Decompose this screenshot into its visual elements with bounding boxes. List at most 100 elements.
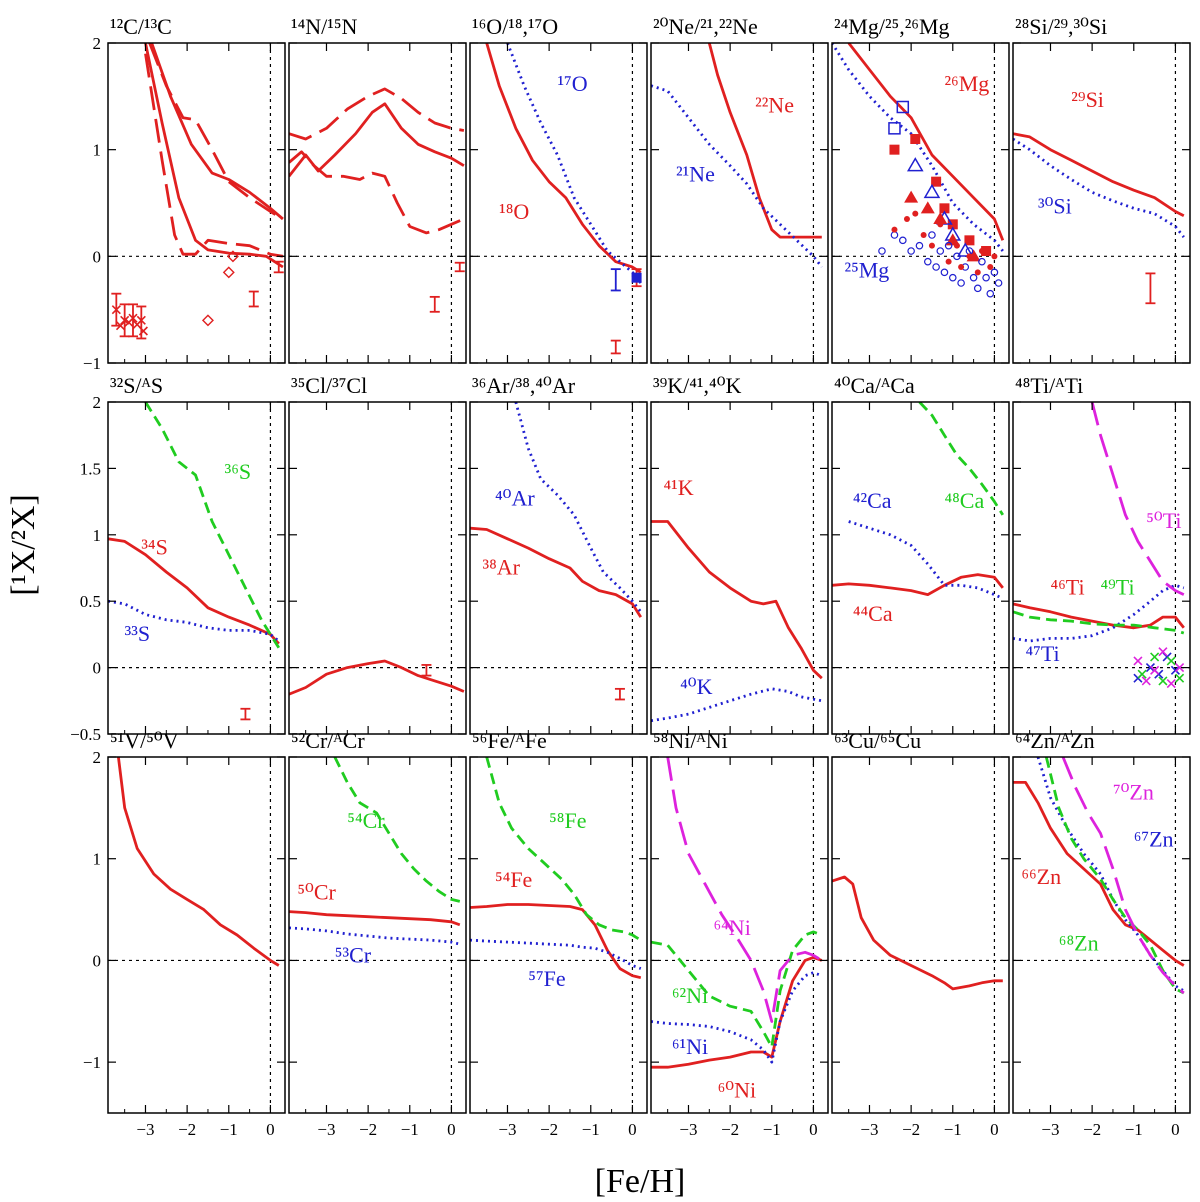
panel-11-plot-area (1013, 402, 1185, 689)
panel-4: ²⁴Mg/²⁵,²⁶Mg ²⁶Mg ²⁵Mg (831, 14, 1010, 364)
panel-12-series-0 (117, 757, 280, 967)
panel-14-series-2 (485, 757, 642, 942)
panel-17-frame (1012, 756, 1191, 1114)
panel-11-series-2 (1013, 610, 1185, 635)
panel-4-marker-triangle-open-2-1 (923, 183, 941, 199)
panel-7-errorbar-0 (421, 664, 432, 677)
panel-7-frame (288, 401, 467, 735)
panel-13-label-2: ⁵³Cr (335, 942, 372, 967)
panel-6-series-1 (108, 599, 280, 643)
panel-8-label-0: ⁴⁰Ar (495, 486, 535, 511)
panel-11-marker-x-2-3 (1158, 647, 1168, 657)
panel-17-xtick-label-2: −1 (1125, 1120, 1143, 1139)
panel-4-marker-square-1-5 (964, 235, 975, 246)
panel-5-errorbar-0 (1145, 272, 1156, 305)
panel-12-xtick-label-3: 0 (266, 1120, 275, 1139)
panel-15-title: ⁵⁸Ni/ᴬNi (653, 728, 728, 753)
panel-4-marker-dot-5-4 (928, 242, 935, 249)
panel-11-marker-x-2-5 (1175, 663, 1185, 673)
panel-4-marker-circle-open-4-19 (982, 273, 990, 282)
panel-4-marker-square-1-4 (947, 219, 958, 230)
panel-4-marker-dot-5-12 (987, 264, 994, 270)
panel-4-marker-circle-open-4-22 (994, 279, 1003, 287)
panel-16-xtick-label-1: −2 (902, 1120, 920, 1139)
panel-13-series-1 (289, 926, 461, 946)
panel-14-xtick-label-1: −2 (540, 1120, 558, 1139)
panel-9-title: ³⁹K/⁴¹,⁴⁰K (653, 373, 742, 398)
panel-0-marker-x-0-1 (115, 321, 126, 331)
panel-12-ytick-label-1: 0 (93, 951, 102, 970)
panel-11-label-0: ⁵⁰Ti (1146, 508, 1181, 533)
panel-12-ytick-label-0: −1 (83, 1053, 101, 1072)
panel-2-marker-square-0-0 (631, 272, 642, 283)
panel-17-xtick-label-3: 0 (1171, 1120, 1180, 1139)
panels: ¹²C/¹³C −1 0 1 2 ¹⁴N/¹⁵N ¹⁶O/¹⁸,¹⁷O ¹⁷O ¹⁸O ²⁰Ne/… (70, 14, 1191, 1139)
panel-5-series-1 (1013, 137, 1185, 238)
panel-3-plot-area (651, 43, 823, 268)
panel-7: ³⁵Cl/³⁷Cl (288, 373, 467, 735)
panel-13-plot-area (289, 757, 461, 946)
panel-0-marker-diamond-1-1 (222, 266, 235, 279)
panel-15-label-3: ⁶⁰Ni (718, 1078, 757, 1103)
panel-4-marker-circle-open-4-16 (969, 273, 978, 282)
panel-14-xtick-label-3: 0 (628, 1120, 637, 1139)
panel-4-marker-dot-5-1 (903, 216, 910, 222)
panel-0-marker-x-0-6 (136, 315, 146, 325)
panel-4-marker-circle-open-4-20 (986, 289, 995, 298)
panel-12-plot-area (117, 757, 280, 967)
panel-4-marker-dot-5-8 (958, 264, 965, 270)
panel-11-title: ⁴⁸Ti/ᴬTi (1015, 373, 1083, 398)
panel-11-marker-x-2-0 (1133, 656, 1143, 666)
panel-15-xtick-label-1: −2 (721, 1120, 739, 1139)
panel-10-label-2: ⁴⁴Ca (853, 601, 893, 626)
panel-12-xtick-label-1: −2 (178, 1120, 196, 1139)
panel-4-marker-dot-5-7 (953, 242, 960, 249)
panel-4-marker-circle-open-4-4 (915, 241, 924, 250)
panel-17-series-0 (1013, 781, 1185, 967)
panel-6-ytick-label-1: 0 (93, 659, 102, 678)
panel-9-label-0: ⁴¹K (663, 475, 693, 500)
panel-0-errorbar-4 (248, 290, 259, 308)
panel-3-series-1 (651, 84, 823, 268)
panel-6-series-0 (108, 537, 280, 645)
panel-4-marker-circle-open-4-2 (898, 236, 907, 245)
panel-14-xtick-label-0: −3 (498, 1120, 516, 1139)
panel-4-marker-triangle-3-0 (904, 190, 919, 203)
panel-4-marker-dot-5-11 (978, 248, 985, 254)
panel-5-plot-area (1013, 132, 1185, 305)
panel-11-series-0 (1013, 602, 1185, 630)
panel-17-label-0: ⁷⁰Zn (1113, 780, 1154, 805)
panel-5: ²⁸Si/²⁹,³⁰Si ²⁹Si ³⁰Si (1012, 14, 1191, 364)
panel-0-series-0 (144, 43, 284, 269)
panel-2-errorbar-1 (610, 339, 621, 355)
panel-4-plot-area (832, 43, 1005, 298)
panel-8-frame (469, 401, 648, 735)
panel-4-marker-square-open-0-1 (888, 122, 901, 135)
panel-16-title: ⁶³Cu/⁶⁵Cu (834, 728, 921, 753)
panel-15-frame (650, 756, 829, 1114)
panel-4-series-0 (847, 43, 1005, 241)
panel-15-xtick-label-3: 0 (809, 1120, 818, 1139)
panel-11: ⁴⁸Ti/ᴬTi ⁵⁰Ti ⁴⁶Ti ⁴⁹Ti ⁴⁷Ti (1012, 373, 1191, 735)
panel-1-errorbar-1 (454, 261, 465, 273)
panel-5-label-0: ²⁹Si (1071, 87, 1104, 112)
panel-6-label-2: ³³S (125, 621, 150, 646)
panel-4-marker-circle-open-4-17 (973, 284, 982, 293)
panel-2-frame (469, 42, 648, 364)
panel-12-xtick-label-0: −3 (136, 1120, 154, 1139)
panel-17-plot-area (1013, 757, 1185, 995)
panel-4-marker-triangle-3-1 (920, 201, 935, 214)
panel-4-marker-circle-open-4-9 (940, 268, 949, 277)
panel-4-marker-circle-open-4-1 (890, 231, 899, 239)
panel-4-marker-circle-open-4-7 (932, 263, 940, 271)
panel-14-label-1: ⁵⁴Fe (495, 867, 532, 892)
panel-11-marker-x-2-2 (1150, 665, 1160, 675)
panel-4-marker-square-1-3 (939, 203, 950, 214)
panel-6-ytick-label-0: −0.5 (70, 725, 101, 744)
panel-6: ³²S/ᴬS ³⁶S ³⁴S ³³S −0.5 0 0.5 1 1.5 2 (70, 373, 286, 744)
panel-4-marker-triangle-3-2 (933, 212, 948, 224)
panel-8-label-1: ³⁸Ar (482, 555, 520, 580)
panel-13-xtick-label-1: −2 (359, 1120, 377, 1139)
panel-13-xtick-label-3: 0 (447, 1120, 456, 1139)
panel-0-ytick-label-2: 1 (93, 141, 102, 160)
